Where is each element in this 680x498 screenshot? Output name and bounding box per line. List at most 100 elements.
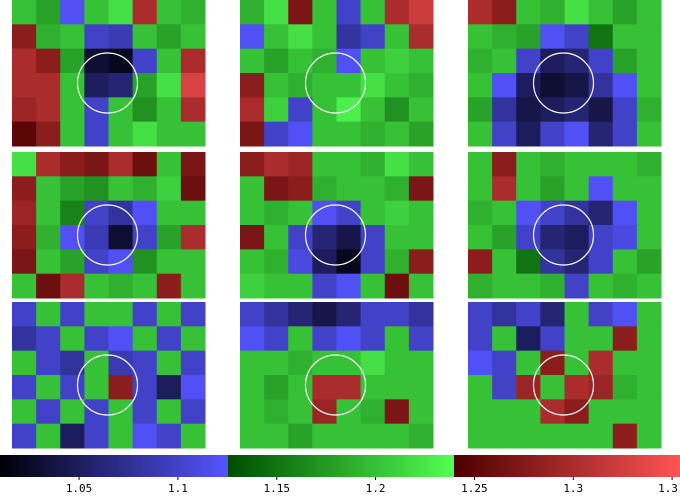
- heat-cell: [108, 375, 134, 400]
- colorbar-step: [120, 455, 123, 477]
- heat-cell: [36, 200, 61, 226]
- heat-cell: [540, 423, 565, 449]
- colorbar-step: [548, 455, 551, 477]
- colorbar-step: [656, 455, 659, 477]
- colorbar-step: [2, 455, 5, 477]
- heat-cell: [60, 399, 85, 425]
- colorbar-step: [206, 455, 209, 477]
- heat-cell: [264, 121, 289, 147]
- heat-cell: [84, 375, 109, 400]
- heat-cell: [516, 176, 541, 202]
- colorbar-step: [384, 455, 387, 477]
- colorbar-step: [616, 455, 619, 477]
- colorbar-step: [286, 455, 289, 477]
- heat-cell: [180, 0, 206, 25]
- heat-cell: [180, 200, 206, 226]
- colorbar-step: [90, 455, 93, 477]
- colorbar-step: [294, 455, 297, 477]
- heat-cell: [240, 97, 265, 123]
- heat-cell: [156, 249, 182, 275]
- heat-cell: [264, 326, 289, 352]
- heat-cell: [12, 152, 37, 177]
- heat-cell: [492, 24, 517, 50]
- colorbar-step: [544, 455, 547, 477]
- heat-cell: [264, 0, 289, 25]
- colorbar-step: [470, 455, 473, 477]
- colorbar-step: [386, 455, 389, 477]
- heat-cell: [156, 97, 182, 123]
- colorbar-step: [264, 455, 267, 477]
- heat-cell: [240, 73, 265, 98]
- aperture-circle: [304, 52, 367, 114]
- colorbar-step: [536, 455, 539, 477]
- heat-cell: [516, 97, 541, 123]
- heat-cell: [540, 273, 565, 299]
- colorbar-step: [40, 455, 43, 477]
- heat-cell: [12, 375, 37, 400]
- heat-cell: [408, 200, 434, 226]
- colorbar-step: [24, 455, 27, 477]
- colorbar-step: [484, 455, 487, 477]
- heat-cell: [84, 0, 109, 25]
- colorbar-step: [38, 455, 41, 477]
- heat-cell: [636, 73, 662, 98]
- heat-cell: [36, 73, 61, 98]
- heat-cell: [468, 225, 493, 250]
- heat-cell: [12, 273, 37, 299]
- heat-cell: [408, 399, 434, 425]
- heat-cell: [156, 0, 182, 25]
- heat-cell: [540, 249, 565, 275]
- colorbar-step: [336, 455, 339, 477]
- heat-cell: [108, 200, 134, 226]
- colorbar-step: [116, 455, 119, 477]
- heat-cell: [312, 225, 337, 250]
- heat-cell: [540, 200, 565, 226]
- colorbar-step: [216, 455, 219, 477]
- heat-cell: [84, 200, 109, 226]
- heat-cell: [384, 176, 410, 202]
- colorbar-step: [514, 455, 517, 477]
- heat-cell: [408, 375, 434, 400]
- colorbar-step: [320, 455, 323, 477]
- heat-cell: [540, 97, 565, 123]
- colorbar-step: [330, 455, 333, 477]
- heat-cell: [264, 200, 289, 226]
- colorbar-step: [676, 455, 679, 477]
- heat-cell: [588, 24, 614, 50]
- heat-cell: [360, 423, 386, 449]
- aperture-circle: [76, 204, 139, 266]
- heat-cell: [312, 375, 337, 400]
- heat-cell: [240, 249, 265, 275]
- colorbar-step: [564, 455, 567, 477]
- heat-cell: [612, 326, 638, 352]
- colorbar-step: [22, 455, 25, 477]
- heat-cell: [516, 0, 541, 25]
- heat-cell: [240, 48, 265, 74]
- heat-cell: [408, 249, 434, 275]
- heat-cell: [468, 152, 493, 177]
- heat-cell: [384, 423, 410, 449]
- heat-cell: [540, 375, 565, 400]
- heat-cell: [60, 326, 85, 352]
- heat-cell: [612, 375, 638, 400]
- heat-cell: [240, 176, 265, 202]
- colorbar-step: [640, 455, 643, 477]
- heat-cell: [636, 350, 662, 376]
- heat-cell: [636, 48, 662, 74]
- colorbar-step: [678, 455, 680, 477]
- heat-cell: [12, 350, 37, 376]
- colorbar-step: [8, 455, 11, 477]
- colorbar-step: [530, 455, 533, 477]
- colorbar-step: [672, 455, 675, 477]
- colorbar-step: [602, 455, 605, 477]
- heat-cell: [360, 326, 386, 352]
- colorbar-step: [332, 455, 335, 477]
- colorbar-step: [200, 455, 203, 477]
- heat-cell: [636, 302, 662, 327]
- heat-cell: [156, 399, 182, 425]
- colorbar-step: [650, 455, 653, 477]
- heat-cell: [516, 225, 541, 250]
- heat-cell: [288, 302, 313, 327]
- colorbar-step: [376, 455, 379, 477]
- heat-cell: [492, 326, 517, 352]
